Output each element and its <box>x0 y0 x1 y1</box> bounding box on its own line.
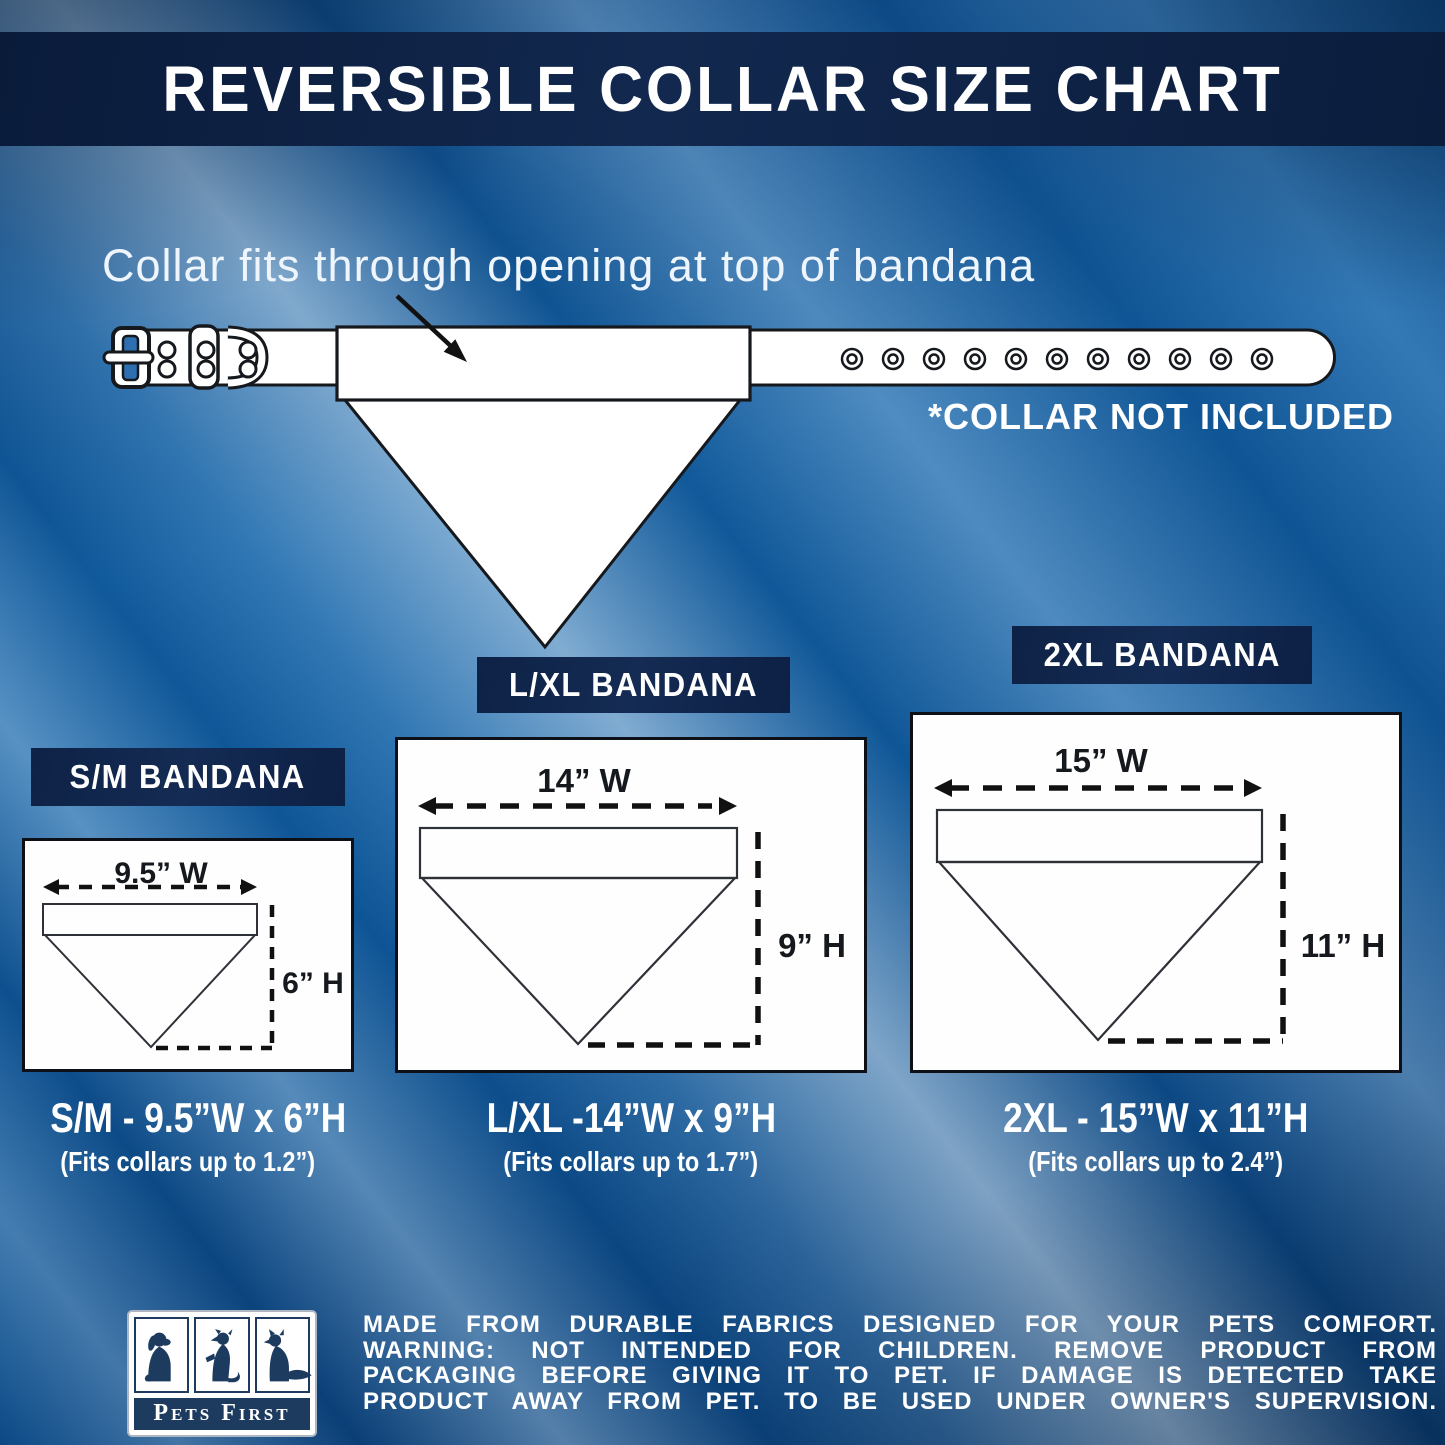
panel-label-sm: S/M BANDANA <box>31 748 345 806</box>
height-line-icon <box>1108 814 1286 1044</box>
disclaimer-line: PACKAGING BEFORE GIVING IT TO PET. IF DA… <box>363 1362 1437 1390</box>
panel-label-lxl: L/XL BANDANA <box>477 657 790 713</box>
dog-sitting-icon <box>144 1332 171 1382</box>
logo-dog-frames <box>134 1317 312 1393</box>
height-line-icon <box>588 832 761 1048</box>
dog-shepherd-icon <box>264 1329 312 1382</box>
width-label-2xl: 15” W <box>1054 742 1148 779</box>
logo-dog-frame <box>194 1317 250 1393</box>
width-arrow-icon <box>418 797 737 815</box>
logo-dog-frame <box>254 1317 312 1393</box>
size-diagram-box-lxl: 14” W 9” H <box>395 737 867 1073</box>
height-line-icon <box>156 905 275 1051</box>
disclaimer-text: MADE FROM DURABLE FABRICS DESIGNED FOR Y… <box>363 1312 1437 1414</box>
width-arrow-icon <box>43 879 257 895</box>
size-diagram-box-2xl: 15” W 11” H <box>910 712 1402 1073</box>
collar-not-included-note: *COLLAR NOT INCLUDED <box>928 396 1394 437</box>
bandana-outline-sm <box>42 903 258 1049</box>
buckle-prong-icon <box>102 350 155 365</box>
annotation-arrow-icon <box>395 294 467 362</box>
dog-begging-icon <box>205 1329 240 1383</box>
width-arrow-icon <box>934 779 1262 797</box>
d-ring-icon-inner <box>227 328 266 387</box>
height-label-sm: 6” H <box>282 967 344 1000</box>
size-diagram-box-sm: 9.5” W 6” H <box>22 838 354 1072</box>
collar-eyelets <box>840 347 1274 371</box>
page-title: REVERSIBLE COLLAR SIZE CHART <box>162 53 1283 125</box>
header-band: REVERSIBLE COLLAR SIZE CHART <box>0 32 1445 146</box>
size-diagram-2xl: 15” W 11” H <box>934 742 1385 1044</box>
logo-dog-frame <box>134 1317 190 1393</box>
disclaimer-line: WARNING: NOT INTENDED FOR CHILDREN. REMO… <box>363 1336 1437 1364</box>
panel-fits-lxl: (Fits collars up to 1.7”) <box>503 1146 759 1177</box>
strap-holes <box>196 340 216 379</box>
collar-illustration <box>102 294 1336 650</box>
bandana-triangle <box>341 398 744 650</box>
bandana-sleeve <box>335 325 752 402</box>
strap-holes <box>157 340 177 379</box>
disclaimer-line: MADE FROM DURABLE FABRICS DESIGNED FOR Y… <box>363 1311 1437 1338</box>
logo-wordmark: Pets First <box>134 1398 310 1430</box>
height-label-lxl: 9” H <box>778 927 846 964</box>
width-label-sm: 9.5” W <box>114 857 208 890</box>
disclaimer-line: PRODUCT AWAY FROM PET. TO BE USED UNDER … <box>363 1387 1437 1415</box>
panel-fits-2xl: (Fits collars up to 2.4”) <box>1028 1146 1284 1177</box>
bandana-outline-2xl <box>935 808 1264 1042</box>
strap-holes <box>238 340 258 379</box>
panel-caption-sm: S/M - 9.5”W x 6”H <box>50 1094 347 1141</box>
collar-annotation: Collar fits through opening at top of ba… <box>102 240 1036 291</box>
bandana-outline-lxl <box>418 826 739 1046</box>
panel-label-2xl: 2XL BANDANA <box>1012 626 1312 684</box>
panel-caption-lxl: L/XL -14”W x 9”H <box>486 1094 776 1141</box>
width-label-lxl: 14” W <box>537 762 631 799</box>
size-diagram-sm: 9.5” W 6” H <box>42 857 344 1051</box>
height-label-2xl: 11” H <box>1301 927 1385 964</box>
panel-fits-sm: (Fits collars up to 1.2”) <box>60 1146 316 1177</box>
panel-caption-2xl: 2XL - 15”W x 11”H <box>1003 1094 1309 1141</box>
size-diagram-lxl: 14” W 9” H <box>418 762 846 1048</box>
pets-first-logo: Pets First <box>127 1310 317 1437</box>
